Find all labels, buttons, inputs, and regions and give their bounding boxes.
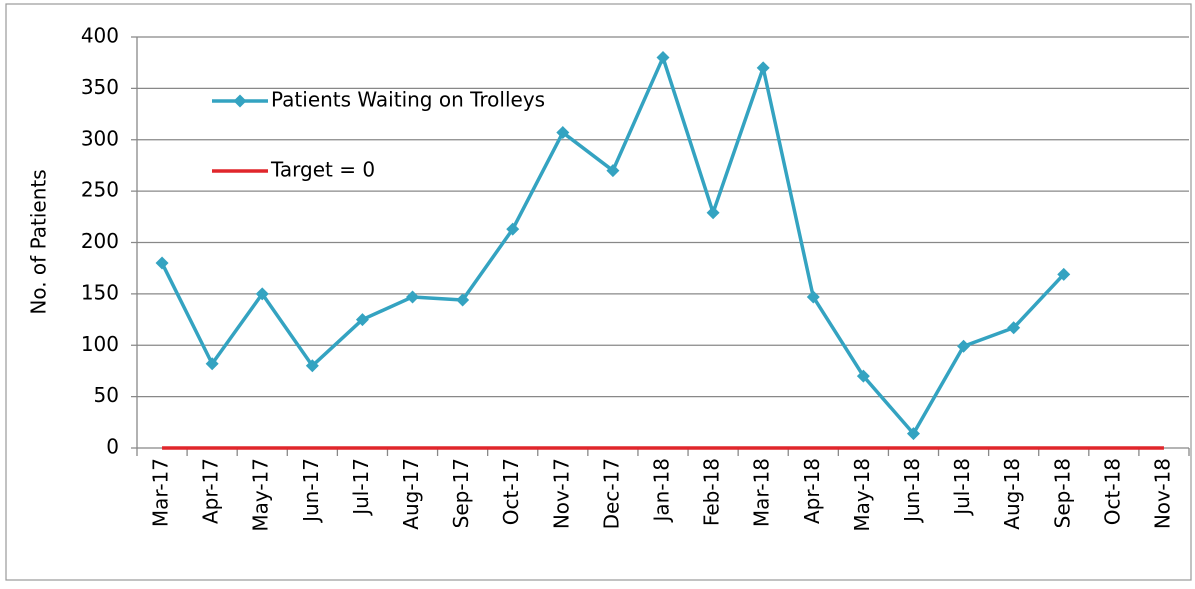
x-tick-label: Sep-17 — [449, 458, 473, 528]
x-tick-label: Sep-18 — [1050, 458, 1074, 528]
data-point — [506, 222, 520, 236]
x-tick-label: May-17 — [249, 458, 273, 532]
data-point — [305, 359, 319, 373]
x-tick-label: Dec-17 — [599, 458, 623, 529]
data-point — [1007, 321, 1021, 335]
chart-border — [5, 3, 1192, 581]
x-tick-label: Mar-17 — [149, 458, 173, 527]
data-point — [556, 126, 570, 140]
x-tick-label: Oct-18 — [1100, 458, 1124, 525]
data-point — [957, 339, 971, 353]
y-tick-label: 0 — [106, 435, 119, 459]
x-tick-label: May-18 — [850, 458, 874, 532]
x-tick-label: Aug-17 — [399, 458, 423, 530]
y-tick-label: 350 — [81, 75, 119, 99]
x-tick-label: Jul-17 — [349, 458, 373, 517]
x-tick-label: Oct-17 — [499, 458, 523, 525]
x-tick-label: Jan-18 — [650, 458, 674, 524]
data-point — [656, 51, 670, 65]
data-point — [355, 313, 369, 327]
y-axis-label: No. of Patients — [27, 169, 51, 314]
y-tick-label: 400 — [81, 24, 119, 48]
data-point — [706, 206, 720, 220]
y-tick-label: 150 — [81, 280, 119, 304]
series-line — [160, 55, 1066, 436]
data-point — [406, 290, 420, 304]
y-tick-label: 300 — [81, 126, 119, 150]
x-tick-label: Mar-18 — [750, 458, 774, 527]
y-tick-label: 50 — [94, 383, 119, 407]
x-tick-label: Aug-18 — [1000, 458, 1024, 530]
x-tick-label: Jun-17 — [299, 458, 323, 524]
data-point — [255, 287, 269, 301]
data-point — [756, 61, 770, 75]
y-tick-label: 200 — [81, 229, 119, 253]
x-tick-label: Nov-17 — [549, 458, 573, 529]
x-tick-label: Apr-18 — [800, 458, 824, 524]
x-tick-label: Nov-18 — [1150, 458, 1174, 529]
y-tick-label: 250 — [81, 178, 119, 202]
data-point — [1057, 267, 1071, 281]
data-point — [456, 293, 470, 307]
data-point — [856, 369, 870, 383]
x-tick-label: Feb-18 — [700, 458, 724, 526]
x-tick-label: Jul-18 — [950, 458, 974, 517]
data-point — [906, 427, 920, 441]
data-point — [205, 357, 219, 371]
legend-label: Patients Waiting on Trolleys — [271, 88, 545, 112]
x-tick-label: Jun-18 — [900, 458, 924, 524]
data-point — [606, 164, 620, 178]
y-tick-label: 100 — [81, 332, 119, 356]
data-point — [806, 290, 820, 304]
data-point — [155, 256, 169, 270]
legend-marker — [233, 94, 247, 108]
x-tick-label: Apr-17 — [199, 458, 223, 524]
legend-label: Target = 0 — [270, 158, 375, 182]
